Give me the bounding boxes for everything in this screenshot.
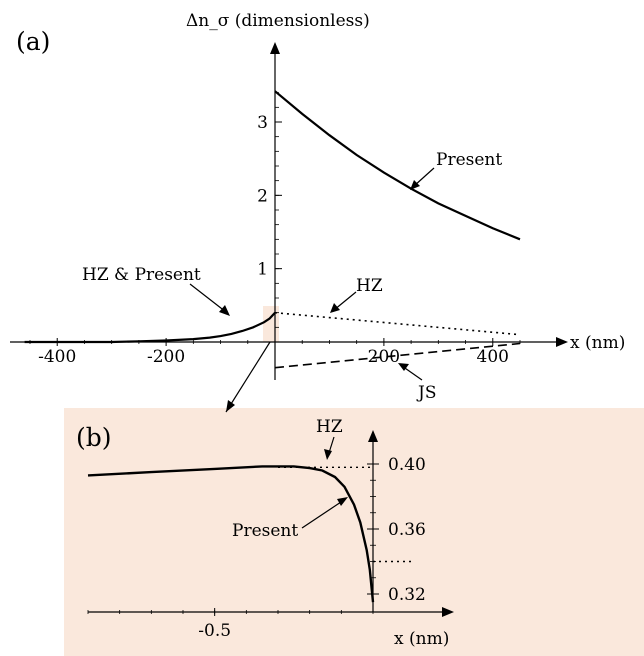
annotation-hz-b-arrowhead [324,449,332,460]
panel-b-y-axis-arrow [368,430,378,442]
annotation-hz-a: HZ [356,276,383,296]
panel-a-y-ticks: 1 2 3 [257,92,282,328]
panel-a-x-tick-label: -400 [38,347,76,367]
panel-b-series [87,465,411,603]
panel-b-x-ticks: -0.5 [87,608,374,641]
panel-a-x-tick-label: 200 [368,347,400,367]
annotation-hz-a-arrow [333,291,357,311]
inset-background [64,408,644,656]
annotation-present-b-arrowhead [337,497,348,506]
annotation-js: JS [416,383,436,403]
annotation-hz-present-arrow [189,283,227,313]
panel-b-y-tick-label: 0.36 [388,520,426,540]
panel-a-y-tick-label: 3 [257,113,268,133]
annotation-present-a: Present [436,150,502,170]
panel-a-label: (a) [16,27,50,56]
annotation-present-b-arrow [301,499,345,529]
panel-a: (a) x (nm) Δn_σ (dimensionless) -400 -200… [10,11,625,403]
annotation-present-a-arrow [413,167,435,187]
panel-a-series [24,90,521,369]
panel-a-x-ticks: -400 -200 200 400 [29,338,521,367]
panel-b: (b) x (nm) -0.5 0.32 0.36 0.40 HZ Present [76,417,454,649]
panel-a-y-tick-label: 1 [257,260,268,280]
zoom-region-highlight [263,306,279,342]
annotation-hz-present: HZ & Present [82,265,201,285]
annotation-present-b: Present [232,521,298,541]
panel-a-x-axis-arrow [556,337,568,347]
zoom-connector-arrowhead [226,400,235,412]
panel-b-label: (b) [76,423,112,452]
panel-b-y-tick-label: 0.32 [388,585,426,605]
zoom-connector-line [225,341,271,413]
panel-b-x-axis-arrow [442,607,454,617]
panel-b-y-ticks: 0.32 0.36 0.40 [367,455,426,605]
panel-a-y-axis-arrow [270,42,280,54]
panel-a-y-tick-label: 2 [257,186,268,206]
annotation-hz-a-arrowhead [330,303,340,313]
annotation-js-arrowhead [398,363,409,371]
panel-a-x-tick-label: -200 [147,347,185,367]
panel-a-x-tick-label: 400 [477,347,509,367]
panel-b-y-tick-label: 0.40 [388,455,426,475]
panel-a-series-line-1 [24,311,276,344]
annotation-hz-b: HZ [316,417,343,437]
annotation-hz-present-arrowhead [219,305,230,316]
panel-a-series-line-2 [274,311,521,336]
annotation-present-a-arrowhead [410,180,420,190]
panel-b-x-tick-label: -0.5 [198,621,231,641]
panel-a-x-axis-label: x (nm) [570,333,625,353]
panel-b-x-axis-label: x (nm) [394,629,449,649]
panel-b-series-line-0 [87,465,375,603]
panel-a-y-axis-label: Δn_σ (dimensionless) [186,11,370,31]
panel-a-series-line-0 [274,90,521,241]
